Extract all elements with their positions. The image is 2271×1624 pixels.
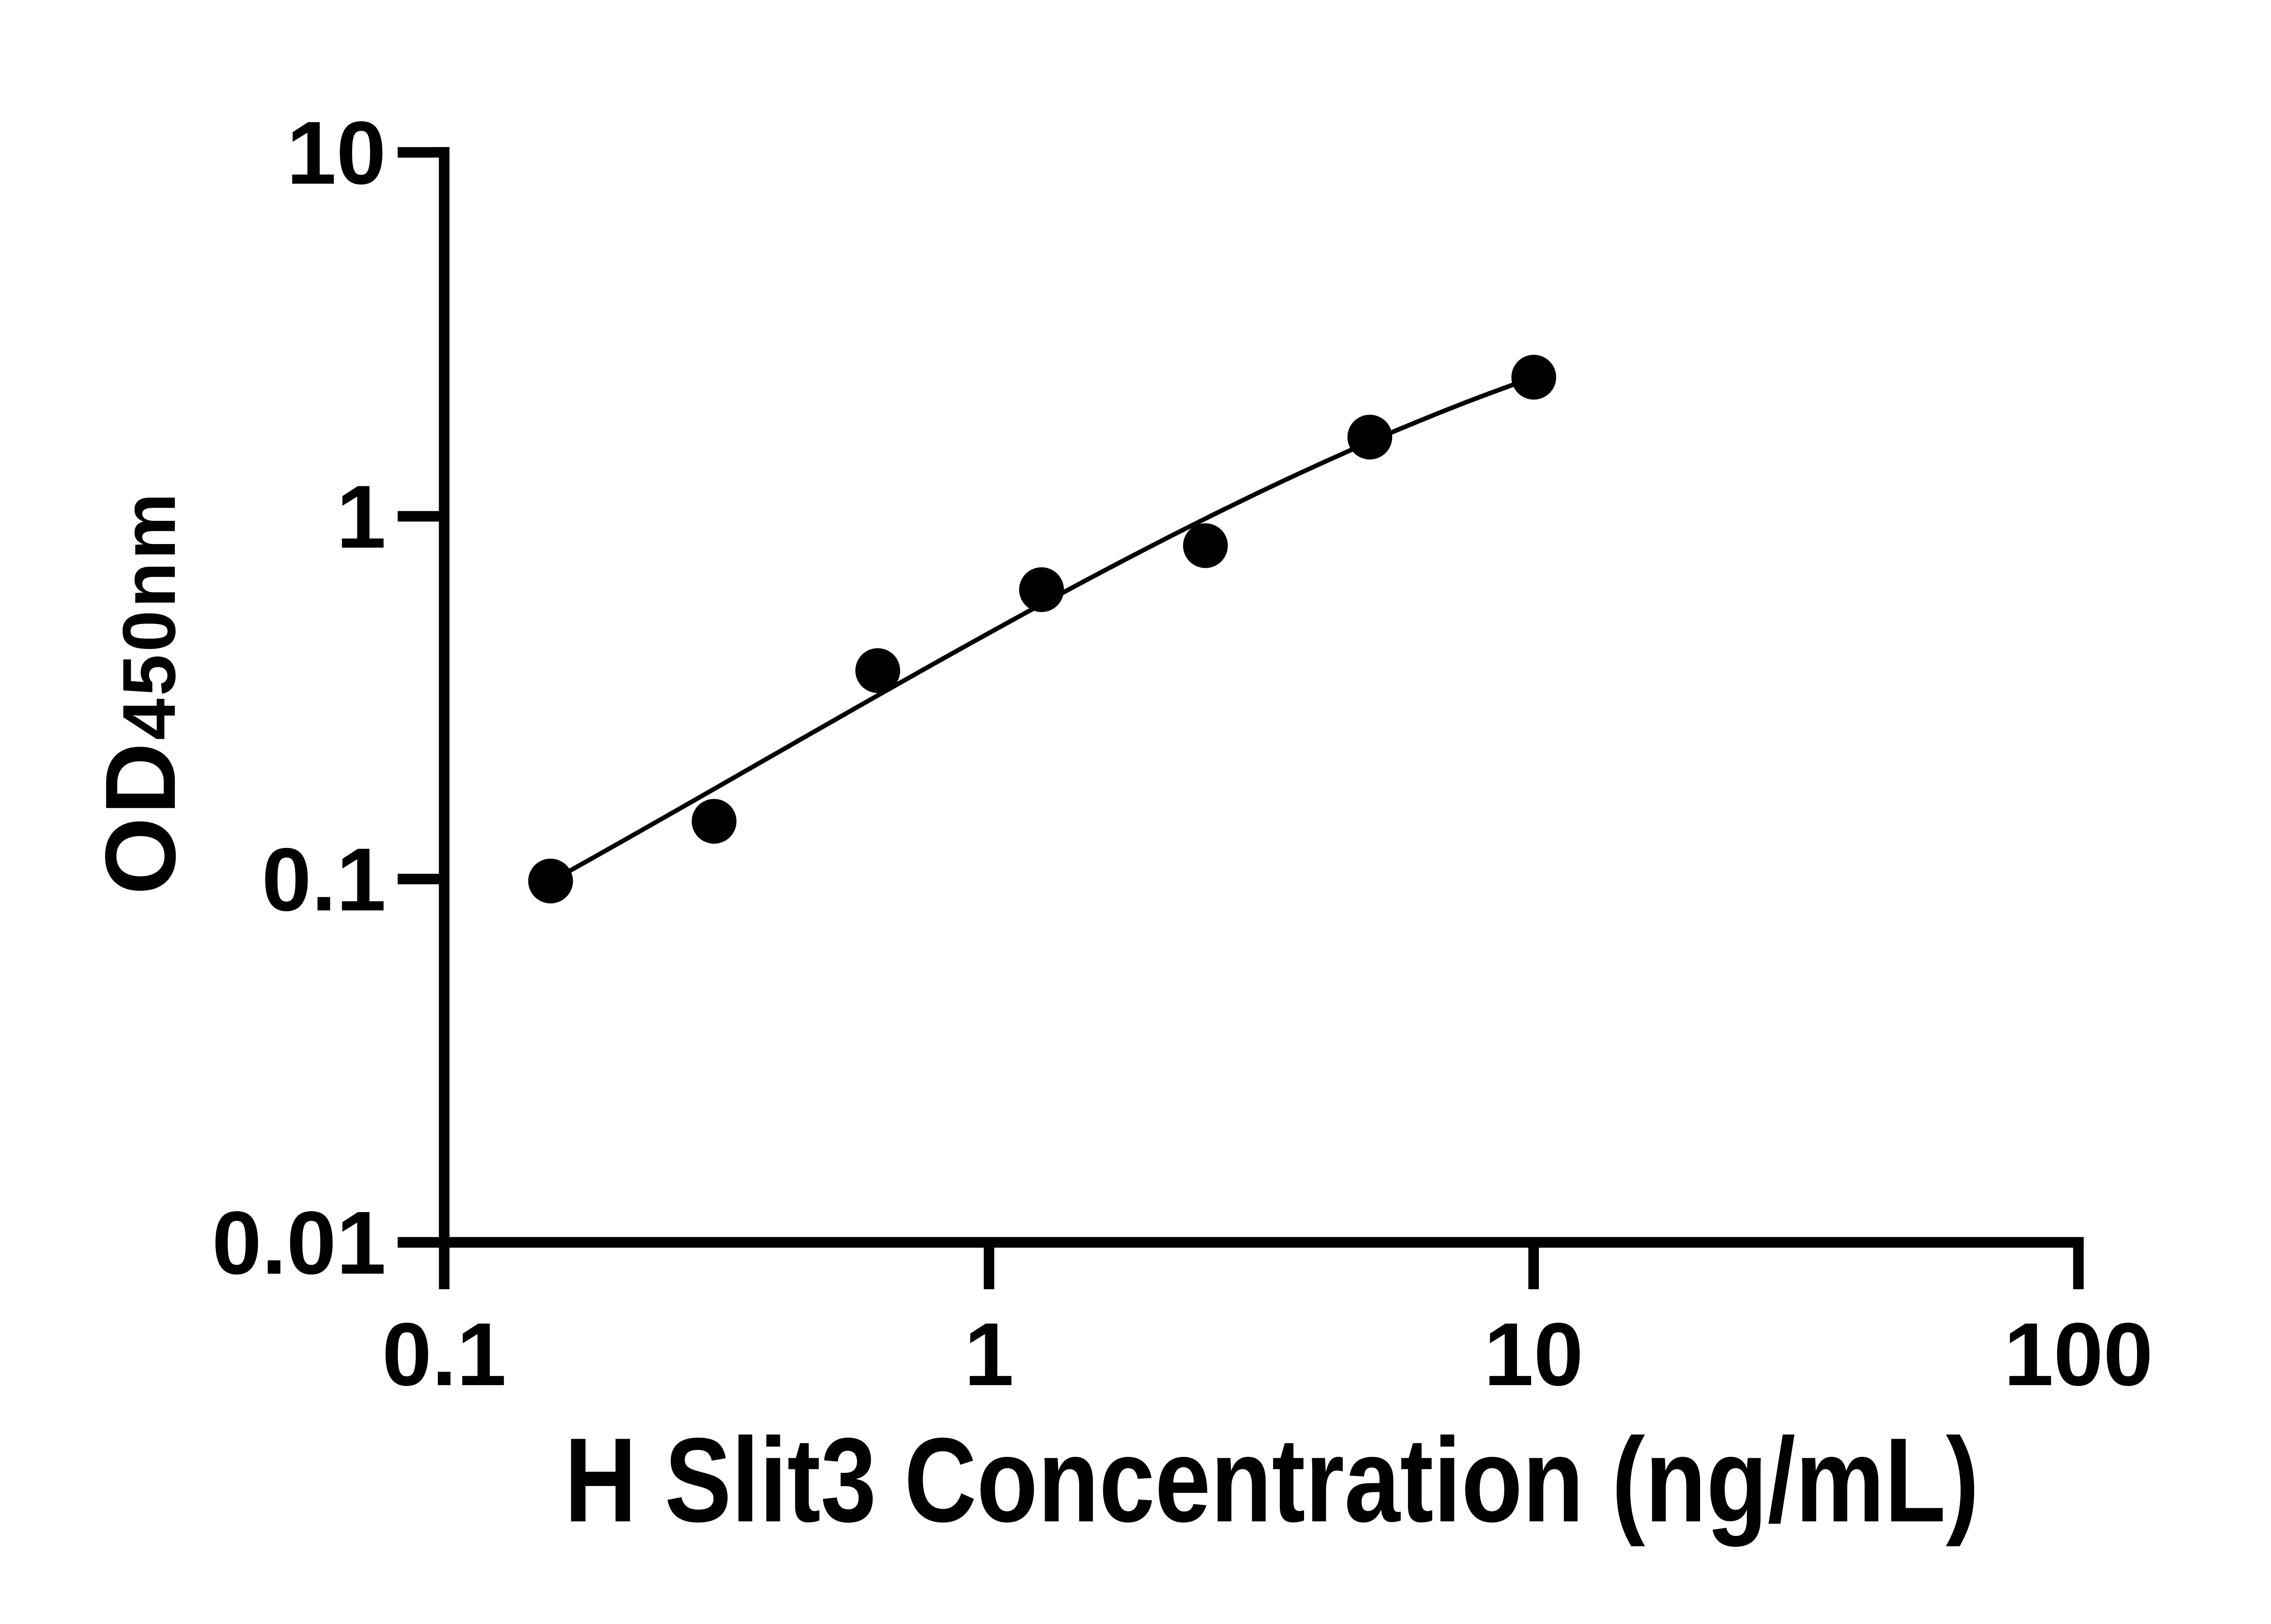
- svg-text:H Slit3 Concentration (ng/mL): H Slit3 Concentration (ng/mL): [565, 1413, 1979, 1548]
- svg-text:OD450nm: OD450nm: [84, 493, 196, 895]
- svg-text:10: 10: [1484, 1304, 1583, 1404]
- svg-text:10: 10: [287, 103, 386, 203]
- svg-text:0.01: 0.01: [212, 1193, 386, 1293]
- svg-text:1: 1: [336, 467, 386, 567]
- svg-text:0.1: 0.1: [382, 1304, 506, 1404]
- svg-text:100: 100: [2004, 1304, 2153, 1404]
- svg-text:1: 1: [964, 1304, 1014, 1404]
- svg-text:0.1: 0.1: [262, 830, 386, 930]
